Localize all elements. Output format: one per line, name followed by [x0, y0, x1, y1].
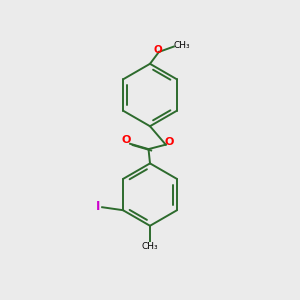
Text: CH₃: CH₃ [142, 242, 158, 250]
Text: O: O [165, 137, 174, 147]
Text: I: I [96, 200, 100, 213]
Text: O: O [153, 45, 162, 56]
Text: O: O [121, 135, 130, 145]
Text: CH₃: CH₃ [173, 41, 190, 50]
